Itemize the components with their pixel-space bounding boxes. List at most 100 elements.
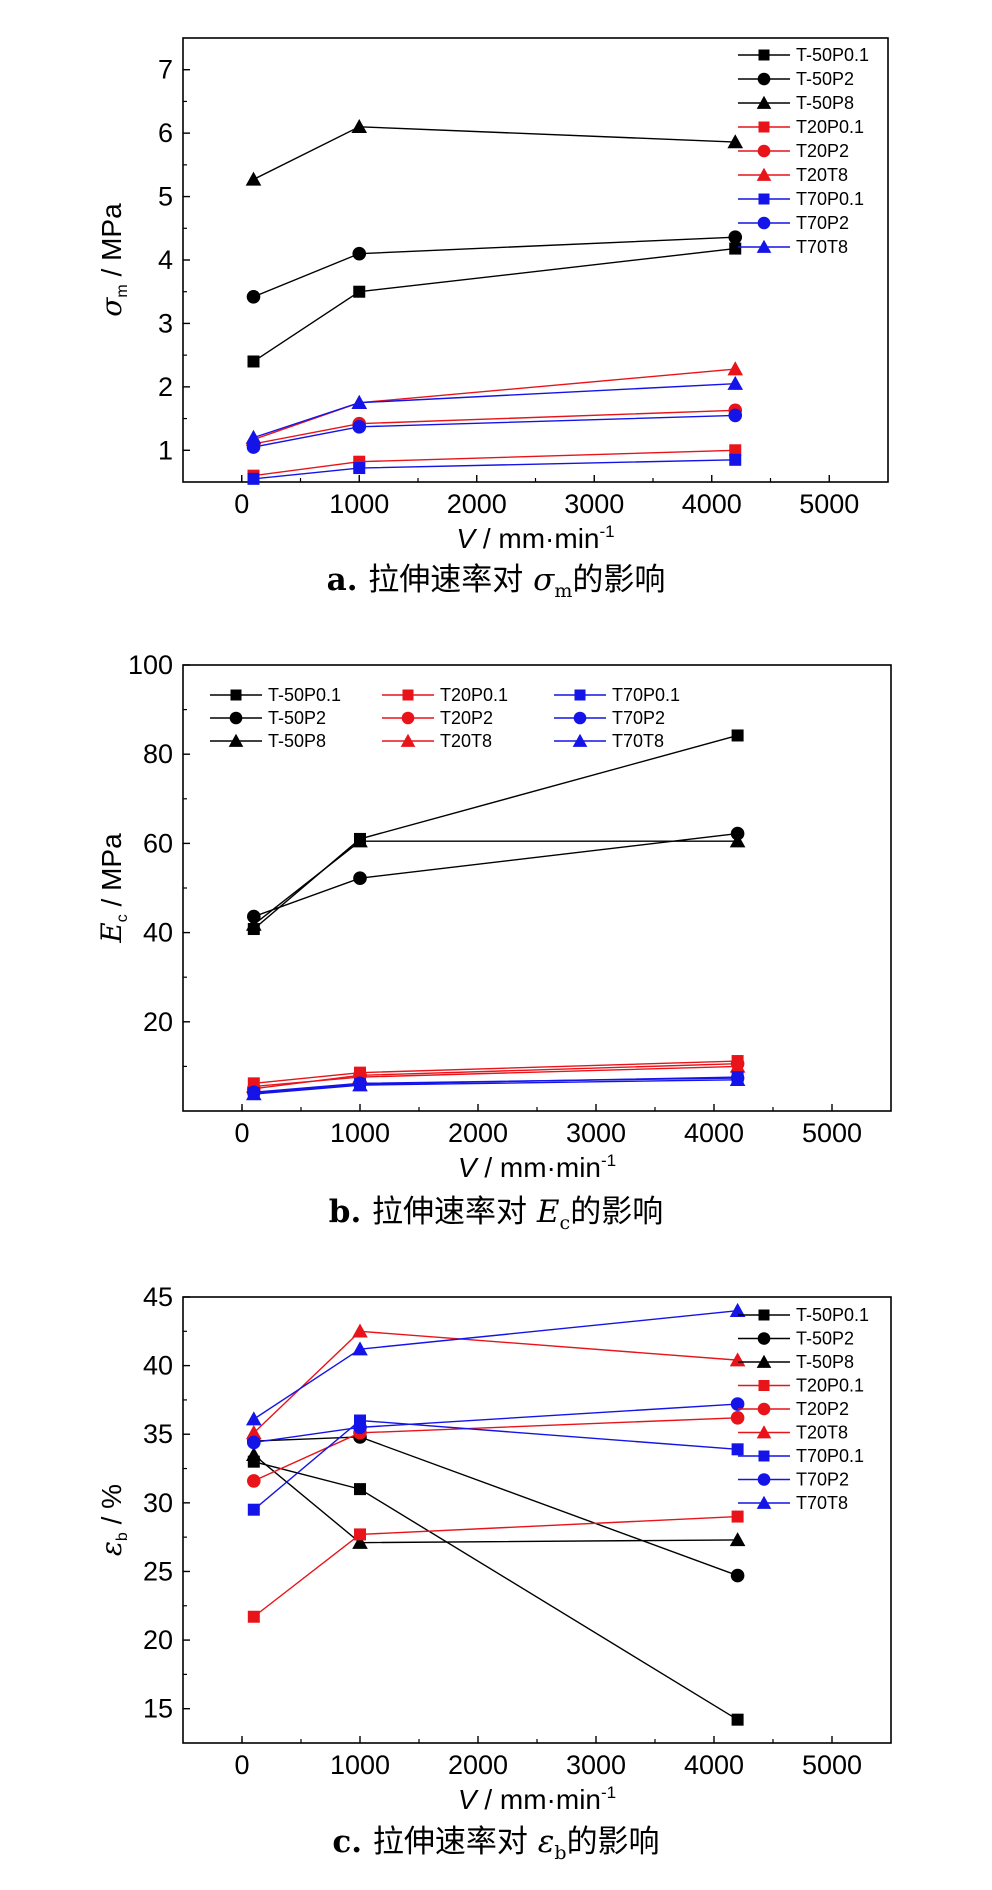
data-point [246,1447,262,1462]
y-tick-label: 100 [128,650,173,680]
series-line [253,1515,738,1618]
caption-tail: 的影响 [572,562,665,598]
legend-entry: T20T8 [382,731,492,751]
y-tick-label: 35 [143,1419,173,1449]
data-point [246,289,261,304]
data-point [727,134,744,149]
legend-marker [758,193,770,205]
y-tick-label: 5 [158,182,173,212]
data-point [353,1420,367,1435]
data-point [729,1532,746,1547]
x-tick-label: 1000 [330,1118,390,1148]
x-axis-unit: / mm·min [477,1784,601,1815]
legend-label: T-50P8 [268,731,326,751]
legend: T-50P0.1 T-50P2 T-50P8 T20P0.1 T20P2 T20T8 T70… [738,45,869,257]
data-point [354,1528,366,1541]
series-line [253,1460,738,1721]
legend-label: T20T8 [796,1423,848,1443]
caption-symbol: E [536,1194,560,1230]
legend-entry: T20P0.1 [738,1376,864,1396]
y-tick-label: 15 [143,1694,173,1724]
legend-label: T-50P0.1 [796,45,869,65]
y-tick-label: 2 [158,372,173,402]
data-point [247,1474,261,1488]
y-axis-unit: / MPa [96,203,127,284]
data-point [246,1086,262,1101]
series-line [253,734,738,930]
x-axis-exponent: -1 [601,1151,616,1170]
x-tick-label: 0 [234,489,249,519]
data-point [247,1610,260,1623]
data-point [351,119,368,134]
x-tick-label: 3000 [566,1750,626,1780]
data-point [247,1455,260,1468]
legend-label: T-50P8 [796,1352,854,1372]
data-point [731,729,744,742]
series-T20P2 [246,403,743,451]
legend-marker [572,733,588,747]
x-tick-label: 5000 [802,1118,862,1148]
data-point [246,1425,262,1440]
legend-label: T70P2 [612,708,665,728]
legend-marker [757,1473,771,1486]
y-axis-symbol: E [95,922,128,943]
legend-marker [756,1495,772,1509]
legend-label: T-50P2 [796,1329,854,1349]
legend-marker [230,689,242,701]
data-point [729,1302,746,1317]
chart-3: 0 1000 2000 3000 4000 5000 15 20 25 30 35 40 45 V / m… [95,1282,892,1864]
y-axis-subscript: c [114,914,131,922]
figure-caption: a. 拉伸速率对 σm的影响 [327,562,666,602]
y-tick-label: 40 [143,1351,173,1381]
series-line [253,832,738,918]
data-point [245,171,262,186]
x-tick-label: 1000 [329,489,389,519]
legend-entry: T70P2 [738,1470,849,1490]
legend-label: T70T8 [612,731,664,751]
series-T70T8 [246,1302,746,1426]
legend-marker [757,1402,771,1416]
plot-frame [182,37,889,483]
x-axis-label: V / mm·min-1 [458,1783,616,1815]
series-T-50P0.1 [247,729,744,936]
legend-entry: T-50P8 [738,1352,854,1372]
legend-entry: T-50P8 [738,93,854,113]
legend-marker [758,1309,770,1321]
series-line [253,1310,738,1420]
caption-symbol: σ [533,562,555,598]
y-axis-symbol: ε [95,1541,128,1556]
legend: T-50P0.1 T-50P2 T-50P8 T20P0.1 T20P2 T20T8 T70… [738,1305,869,1513]
y-axis-unit: / % [96,1484,127,1532]
series-line [253,1330,738,1434]
legend-entry: T20P2 [738,141,849,161]
y-tick-label: 7 [158,55,173,85]
y-axis-unit: / MPa [96,833,127,914]
legend-marker [756,95,772,109]
legend-entry: T20P0.1 [382,685,508,705]
data-point [729,1071,746,1087]
caption-letter: b. [329,1194,372,1230]
series-T70P0.1 [247,1414,744,1516]
x-axis-exponent: -1 [600,522,615,541]
series-T-50P0.1 [247,242,742,368]
y-tick-label: 45 [143,1282,173,1312]
data-point [729,1352,746,1367]
data-point [245,429,262,444]
series-T70P2 [247,1071,745,1100]
series-line [253,409,736,445]
caption-tail: 的影响 [567,1824,660,1860]
data-point [729,833,746,848]
legend-entry: T-50P0.1 [738,1305,869,1325]
legend-entry: T20P2 [738,1399,849,1419]
y-tick-label: 20 [143,1625,173,1655]
legend-label: T70P2 [796,213,849,233]
data-point [728,408,743,423]
legend-label: T20P0.1 [796,117,864,137]
y-tick-label: 20 [143,1007,173,1037]
data-point [246,916,262,931]
legend-marker [229,711,243,725]
legend-label: T70P0.1 [612,685,680,705]
y-axis-label: σm / MPa [95,203,131,317]
x-tick-label: 4000 [684,1750,744,1780]
x-axis-unit: / mm·min [477,1152,601,1183]
